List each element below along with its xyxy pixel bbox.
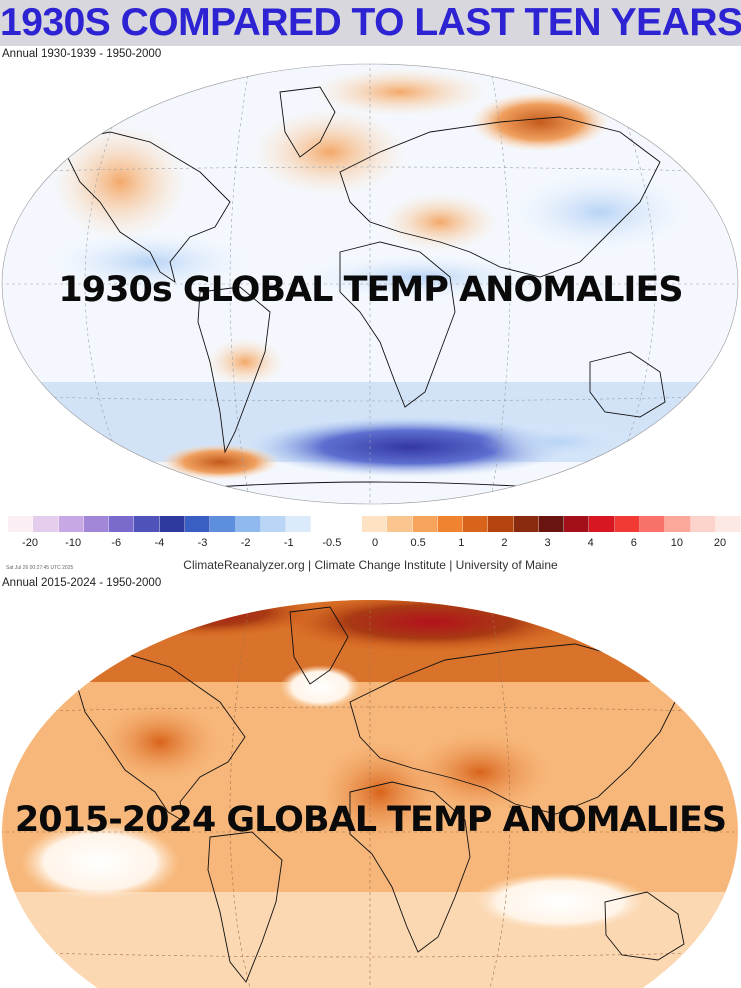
color-swatch [134, 516, 160, 532]
bottom-anomaly-map [2, 600, 738, 988]
bottom-map-subtitle: Annual 2015-2024 - 1950-2000 [2, 577, 162, 589]
color-scale-bar [8, 516, 741, 532]
bottom-map-overlay-label: 2015-2024 GLOBAL TEMP ANOMALIES [14, 800, 727, 840]
color-scale-tick-label: -0.5 [322, 537, 342, 549]
color-swatch [589, 516, 615, 532]
color-swatch [513, 516, 539, 532]
color-swatch [311, 516, 337, 532]
color-scale-tick-label: -20 [22, 537, 38, 549]
color-swatch [210, 516, 236, 532]
color-swatch [33, 516, 59, 532]
color-scale-tick-label: 20 [713, 537, 727, 549]
color-swatch [286, 516, 312, 532]
color-swatch [564, 516, 590, 532]
color-scale-tick-label: 4 [587, 537, 594, 549]
color-scale-tick-label: -4 [154, 537, 165, 549]
top-anomaly-map [1, 63, 739, 505]
color-scale-tick-label: 1 [458, 537, 465, 549]
credit-line: ClimateReanalyzer.org | Climate Change I… [183, 558, 558, 572]
color-swatch [412, 516, 438, 532]
color-swatch [8, 516, 34, 532]
color-swatch [387, 516, 413, 532]
color-swatch [361, 516, 388, 532]
color-swatch [184, 516, 211, 532]
color-scale-tick-label: -10 [65, 537, 82, 549]
color-swatch [640, 516, 666, 532]
color-scale-tick-label: 3 [544, 537, 551, 549]
color-swatch [538, 516, 565, 532]
color-swatch [690, 516, 716, 532]
color-scale-tick-label: -2 [240, 537, 251, 549]
color-scale-tick-label: -6 [111, 537, 122, 549]
color-swatch [336, 516, 362, 532]
color-swatch [58, 516, 84, 532]
color-scale-tick-label: 10 [670, 537, 683, 549]
color-swatch [235, 516, 261, 532]
color-scale-tick-label: -1 [283, 537, 294, 549]
color-swatch [463, 516, 489, 532]
color-swatch [488, 516, 514, 532]
color-scale-tick-label: -3 [197, 537, 208, 549]
color-scale-tick-label: 6 [630, 537, 637, 549]
color-scale-tick-label: 0 [371, 537, 379, 549]
color-swatch [614, 516, 641, 532]
timestamp: Sat Jul 26 00:27:45 UTC 2025 [6, 565, 74, 571]
top-map-subtitle: Annual 1930-1939 - 1950-2000 [2, 48, 162, 60]
color-swatch [159, 516, 185, 532]
color-swatch [260, 516, 287, 532]
top-map-overlay-label: 1930s GLOBAL TEMP ANOMALIES [58, 270, 683, 310]
title-banner: 1930S COMPARED TO LAST TEN YEARS [0, 0, 741, 46]
color-swatch [715, 516, 741, 532]
color-swatch [665, 516, 691, 532]
color-scale-tick-label: 0.5 [410, 537, 426, 549]
color-swatch [437, 516, 464, 532]
color-scale-tick-label: 2 [501, 537, 508, 549]
page-title: 1930S COMPARED TO LAST TEN YEARS [0, 1, 741, 44]
color-swatch [83, 516, 110, 532]
color-swatch [109, 516, 135, 532]
